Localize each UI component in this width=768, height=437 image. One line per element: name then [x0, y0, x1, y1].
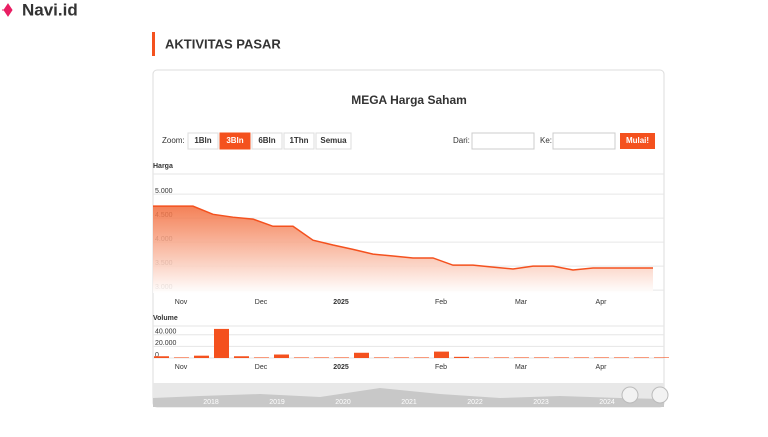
x-tick-label: Feb	[435, 364, 447, 371]
x-tick-label: Nov	[175, 299, 188, 306]
volume-bar	[154, 356, 169, 358]
volume-bar	[654, 357, 669, 358]
volume-bar	[174, 357, 189, 358]
x-tick-label: Dec	[255, 299, 268, 306]
navigator-year: 2020	[335, 399, 351, 406]
volume-bar	[394, 357, 409, 358]
volume-bar	[294, 357, 309, 358]
x-tick-label: Apr	[596, 299, 608, 306]
from-input[interactable]	[471, 132, 535, 150]
from-label: Dari:	[453, 136, 470, 145]
volume-bar	[194, 355, 209, 358]
x-tick-label: Apr	[596, 364, 608, 371]
navigator-year: 2018	[203, 399, 219, 406]
brand: Navi.id	[22, 0, 78, 19]
volume-bar	[594, 357, 609, 358]
x-tick-label: 2025	[333, 299, 349, 306]
to-label: Ke:	[540, 136, 552, 145]
navigator-year: 2021	[401, 399, 417, 406]
zoom-button[interactable]	[315, 132, 352, 150]
section-title: AKTIVITAS PASAR	[165, 36, 281, 51]
zoom-button[interactable]	[251, 132, 283, 150]
navigator-series	[153, 388, 664, 407]
volume-bar	[314, 357, 329, 358]
y-axis-title: Harga	[153, 163, 173, 170]
y-tick-label: 40.000	[155, 329, 177, 336]
volume-bar	[614, 357, 629, 358]
zoom-button[interactable]	[283, 132, 315, 150]
chart-title: MEGA Harga Saham	[351, 93, 467, 107]
zoom-button-label[interactable]: 1Thn	[289, 136, 308, 145]
start-button-label[interactable]: Mulai!	[626, 136, 649, 145]
y-tick-label: 20.000	[155, 340, 177, 347]
volume-bar	[494, 357, 509, 358]
volume-bar	[554, 357, 569, 358]
volume-bar	[534, 357, 549, 358]
volume-bar	[414, 357, 429, 358]
zoom-button-label[interactable]: Semua	[320, 136, 347, 145]
volume-bar	[454, 356, 469, 358]
zoom-button-label[interactable]: 1Bln	[194, 136, 211, 145]
navigator-year: 2023	[533, 399, 549, 406]
brand-logo	[2, 3, 13, 17]
volume-bar	[434, 351, 449, 358]
zoom-label: Zoom:	[162, 136, 185, 145]
x-tick-label: Dec	[255, 364, 268, 371]
volume-bar	[474, 357, 489, 358]
start-button[interactable]	[620, 133, 655, 149]
navigator-handle[interactable]	[651, 386, 669, 404]
navigator-handle[interactable]	[621, 386, 639, 404]
volume-bar	[254, 357, 269, 358]
volume-bar	[574, 357, 589, 358]
to-input[interactable]	[552, 132, 616, 150]
x-tick-label: 2025	[333, 364, 349, 371]
volume-bar	[514, 357, 529, 358]
x-tick-label: Mar	[515, 299, 528, 306]
navigator-year: 2024	[599, 399, 615, 406]
volume-bar	[634, 357, 649, 358]
y-tick-label: 0	[155, 352, 159, 359]
volume-bar	[274, 354, 289, 358]
y-axis-title: Volume	[153, 315, 178, 322]
navigator-year: 2019	[269, 399, 285, 406]
volume-bar	[374, 357, 389, 358]
y-tick-label: 5.000	[155, 188, 173, 195]
zoom-button[interactable]	[219, 132, 251, 150]
zoom-button[interactable]	[187, 132, 219, 150]
navigator-year: 2022	[467, 399, 483, 406]
x-tick-label: Feb	[435, 299, 447, 306]
x-tick-label: Nov	[175, 364, 188, 371]
volume-bar	[214, 328, 229, 358]
zoom-button-label[interactable]: 3Bln	[226, 136, 243, 145]
area-fill	[153, 206, 653, 293]
x-tick-label: Mar	[515, 364, 528, 371]
section-marker	[152, 32, 155, 56]
price-line	[153, 205, 653, 271]
zoom-button-label[interactable]: 6Bln	[258, 136, 275, 145]
volume-bar	[334, 357, 349, 358]
volume-bar	[234, 356, 249, 358]
volume-bar	[354, 352, 369, 358]
